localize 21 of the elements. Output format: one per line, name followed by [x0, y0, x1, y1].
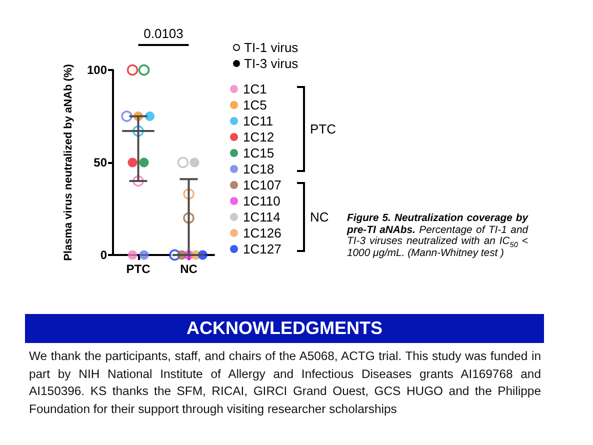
legend-label: 1C15 — [243, 146, 274, 160]
legend-label: 1C18 — [243, 162, 274, 176]
legend-label: 1C110 — [243, 194, 280, 208]
y-tick-label: 0 — [100, 248, 108, 262]
text: 0.0103 — [144, 26, 184, 41]
legend-label: 1C5 — [243, 98, 267, 112]
y-tick-label: 100 — [86, 63, 108, 77]
legend-label: 1C114 — [243, 210, 280, 224]
legend-label: 1C107 — [243, 178, 282, 192]
legend-label: 1C1 — [243, 82, 267, 96]
text: TI-1 virus — [244, 40, 298, 56]
category-label: NC — [310, 210, 329, 224]
category-label: PTC — [310, 122, 336, 136]
legend-label: 1C12 — [243, 130, 274, 144]
text: TI-3 virus — [244, 56, 298, 71]
legend-label: 1C11 — [243, 114, 274, 128]
text: We thank the participants, staff, and chairs of the A5068, ACTG trial. This study was funded in part by NIH National Institute of Allergy and Infectious Diseases grants AI169768 and AI150396. KS thanks the SFM, RICAI, GIRCI Grand Ouest, GCS HUGO and the Philippe Foundation for their support through visiting researcher scholarships — [29, 348, 541, 418]
y-tick-label: 50 — [94, 156, 108, 170]
legend-label: 1C126 — [243, 226, 282, 240]
legend-label: 1C127 — [243, 242, 282, 256]
y-axis-title: Plasma virus neutralized by aNAb (%) — [62, 64, 74, 261]
